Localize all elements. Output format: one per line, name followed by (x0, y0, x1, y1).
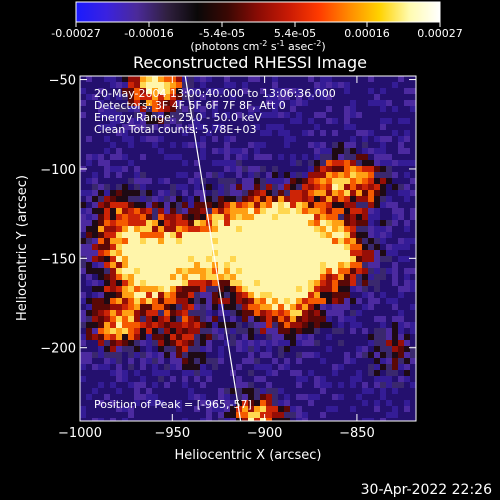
y-tick-label: −100 (40, 163, 76, 178)
info-line-detectors: Detectors: 3F 4F 5F 6F 7F 8F, Att 0 (94, 99, 286, 112)
x-tick-label: −1000 (58, 426, 102, 441)
y-tick-label: −50 (49, 74, 76, 89)
colorbar-tick-label: -5.4e-05 (199, 27, 245, 40)
colorbar-tick-label: -0.00016 (124, 27, 173, 40)
x-axis-label: Heliocentric X (arcsec) (175, 448, 322, 463)
peak-position-label: Position of Peak = [-965,-57] (94, 398, 252, 411)
info-line-counts: Clean Total counts: 5.78E+03 (94, 123, 257, 136)
axis-ticks: −1000 −950 −900 −850 −50 −100 −150 −200 (40, 74, 416, 441)
plot-frame (79, 75, 417, 422)
solar-limb-line (184, 76, 242, 421)
plot-title: Reconstructed RHESSI Image (133, 53, 367, 72)
colorbar: -0.00027 -0.00016 -5.4e-05 5.4e-05 0.00016 0.… (51, 1, 463, 53)
colorbar-tick-label: 0.00016 (344, 27, 390, 40)
render-timestamp: 30-Apr-2022 22:26 (360, 482, 492, 498)
colorbar-ticks: -0.00027 -0.00016 -5.4e-05 5.4e-05 0.00016 0.… (51, 22, 463, 40)
x-tick-label: −950 (154, 426, 190, 441)
info-line-time: 20-May-2004 13:00:40.000 to 13:06:36.000 (94, 87, 336, 100)
colorbar-gradient (75, 1, 441, 23)
info-line-energy: Energy Range: 25.0 - 50.0 keV (94, 111, 262, 124)
colorbar-tick-label: -0.00027 (51, 27, 100, 40)
y-tick-label: −200 (40, 342, 76, 357)
heatmap-image (80, 76, 416, 421)
colorbar-units-label: (photons cm-2 s-1 asec-2) (190, 39, 325, 53)
y-tick-label: −150 (40, 252, 76, 267)
x-tick-label: −850 (339, 426, 375, 441)
observation-info: 20-May-2004 13:00:40.000 to 13:06:36.000… (94, 87, 336, 136)
colorbar-tick-label: 5.4e-05 (274, 27, 316, 40)
y-axis-label: Heliocentric Y (arcsec) (15, 175, 30, 321)
colorbar-tick-label: 0.00027 (417, 27, 463, 40)
x-tick-label: −900 (247, 426, 283, 441)
